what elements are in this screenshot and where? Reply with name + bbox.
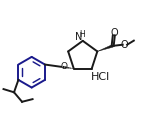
Text: H: H — [79, 30, 85, 39]
Text: O: O — [120, 40, 128, 50]
Text: N: N — [75, 32, 82, 42]
Text: O: O — [110, 28, 118, 38]
Text: HCl: HCl — [91, 72, 110, 82]
Text: O: O — [61, 62, 67, 71]
Polygon shape — [97, 45, 113, 51]
